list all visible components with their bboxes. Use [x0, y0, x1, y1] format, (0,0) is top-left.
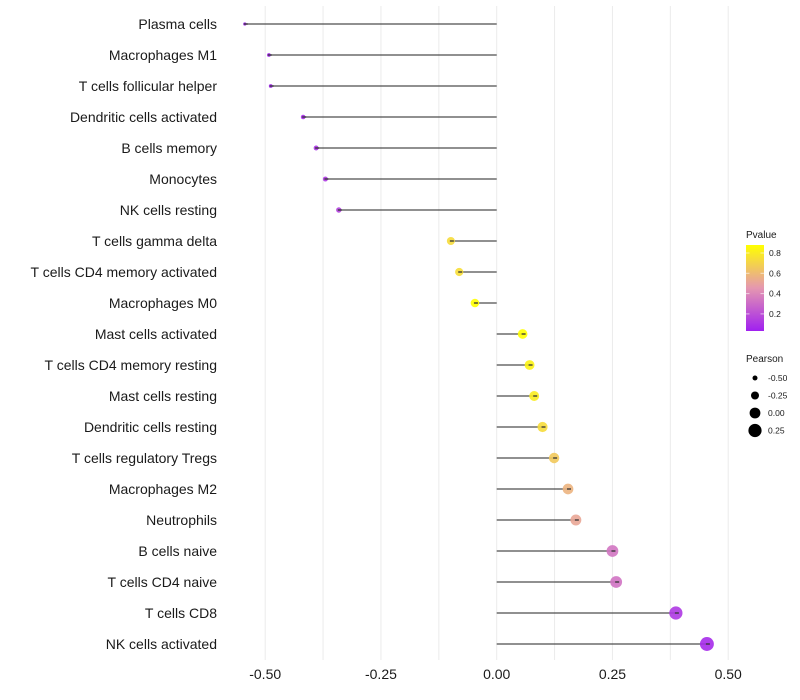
colorbar-label: 0.8	[769, 248, 781, 258]
y-tick-label: T cells CD4 naive	[108, 574, 218, 590]
y-tick-label: T cells follicular helper	[79, 78, 218, 94]
size-legend-dot	[751, 391, 759, 400]
y-tick-label: Mast cells resting	[109, 388, 217, 404]
y-axis-labels: Plasma cells Macrophages M1 T cells follic…	[31, 16, 218, 652]
grid-lines	[264, 6, 729, 660]
colorbar-label: 0.6	[769, 268, 781, 278]
y-tick-label: Neutrophils	[146, 512, 217, 528]
segments	[244, 23, 707, 645]
pvalue-legend: Pvalue 0.2 0.4 0.6 0.8	[746, 230, 781, 331]
x-tick-label: 0.00	[483, 666, 510, 682]
colorbar-label: 0.2	[769, 309, 781, 319]
y-tick-label: Dendritic cells resting	[84, 419, 217, 435]
y-tick-label: Dendritic cells activated	[70, 109, 217, 125]
size-legend-label: 0.25	[768, 426, 785, 436]
y-tick-label: T cells gamma delta	[92, 233, 217, 249]
y-tick-label: T cells regulatory Tregs	[72, 450, 217, 466]
y-tick-label: T cells CD4 memory resting	[45, 357, 217, 373]
y-tick-label: Macrophages M0	[109, 295, 217, 311]
y-tick-label: Monocytes	[149, 171, 217, 187]
x-tick-label: 0.25	[599, 666, 626, 682]
y-tick-label: Mast cells activated	[95, 326, 217, 342]
size-legend-label: -0.25	[768, 391, 788, 401]
x-tick-label: -0.50	[249, 666, 281, 682]
y-tick-label: NK cells activated	[106, 636, 217, 652]
points	[243, 22, 714, 651]
x-tick-label: 0.50	[715, 666, 742, 682]
pearson-legend-title: Pearson	[746, 354, 783, 365]
y-tick-label: NK cells resting	[120, 202, 217, 218]
size-legend-dot	[752, 375, 758, 381]
size-legend-label: -0.50	[768, 373, 788, 383]
size-legend-dot	[748, 423, 762, 438]
colorbar-label: 0.4	[769, 289, 781, 299]
y-tick-label: T cells CD4 memory activated	[31, 264, 217, 280]
pvalue-legend-title: Pvalue	[746, 230, 777, 241]
x-tick-label: -0.25	[365, 666, 397, 682]
size-legend-label: 0.00	[768, 408, 785, 418]
pearson-legend: Pearson -0.50 -0.25 0.00 0.25	[746, 354, 788, 438]
y-tick-label: B cells naive	[138, 543, 217, 559]
pvalue-colorbar	[746, 245, 764, 331]
x-axis-labels: -0.50 -0.25 0.00 0.25 0.50	[249, 666, 742, 682]
y-tick-label: Plasma cells	[138, 16, 217, 32]
y-tick-label: Macrophages M1	[109, 47, 217, 63]
y-tick-label: Macrophages M2	[109, 481, 217, 497]
y-tick-label: B cells memory	[121, 140, 217, 156]
y-tick-label: T cells CD8	[145, 605, 217, 621]
size-legend-dot	[749, 407, 761, 419]
